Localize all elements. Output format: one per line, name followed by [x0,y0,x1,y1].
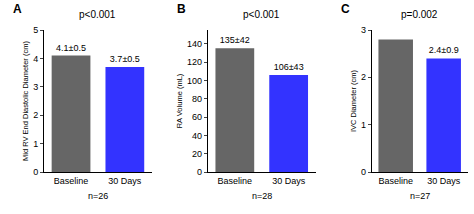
svg-text:C: C [341,2,350,16]
svg-text:4.1±0.5: 4.1±0.5 [56,43,86,53]
svg-text:3: 3 [361,25,366,35]
svg-text:106±43: 106±43 [274,62,304,72]
svg-text:0: 0 [197,167,202,177]
svg-text:140: 140 [187,39,202,49]
svg-text:135±42: 135±42 [220,35,250,45]
svg-text:3.7±0.5: 3.7±0.5 [110,54,140,64]
svg-text:100: 100 [187,76,202,86]
svg-text:60: 60 [192,112,202,122]
svg-text:Baseline: Baseline [378,176,413,186]
svg-text:30 Days: 30 Days [272,176,306,186]
svg-text:5: 5 [33,25,38,35]
svg-text:2: 2 [361,72,366,82]
svg-text:p<0.001: p<0.001 [243,9,280,20]
svg-text:2.4±0.9: 2.4±0.9 [429,45,459,55]
svg-text:Baseline: Baseline [54,176,89,186]
svg-text:30 Days: 30 Days [108,176,142,186]
svg-text:1: 1 [361,120,366,130]
svg-text:IVC Diameter (cm): IVC Diameter (cm) [349,69,358,132]
svg-text:20: 20 [192,149,202,159]
svg-text:40: 40 [192,131,202,141]
svg-text:n=26: n=26 [88,191,108,201]
svg-text:120: 120 [187,57,202,67]
svg-text:p<0.001: p<0.001 [79,9,116,20]
svg-text:p=0.002: p=0.002 [401,9,438,20]
svg-text:A: A [13,2,22,16]
svg-text:n=27: n=27 [410,191,430,201]
svg-text:B: B [177,2,186,16]
svg-text:4: 4 [33,54,38,64]
svg-text:3: 3 [33,82,38,92]
svg-text:Mid RV End Diastolic Diameter: Mid RV End Diastolic Diameter (cm) [21,41,30,161]
svg-text:RA Volume (mL): RA Volume (mL) [175,73,184,128]
svg-text:1: 1 [33,139,38,149]
svg-text:n=28: n=28 [252,191,272,201]
svg-text:Baseline: Baseline [218,176,253,186]
svg-text:2: 2 [33,110,38,120]
svg-text:0: 0 [361,167,366,177]
svg-text:0: 0 [33,167,38,177]
svg-text:80: 80 [192,94,202,104]
svg-text:30 Days: 30 Days [427,176,461,186]
